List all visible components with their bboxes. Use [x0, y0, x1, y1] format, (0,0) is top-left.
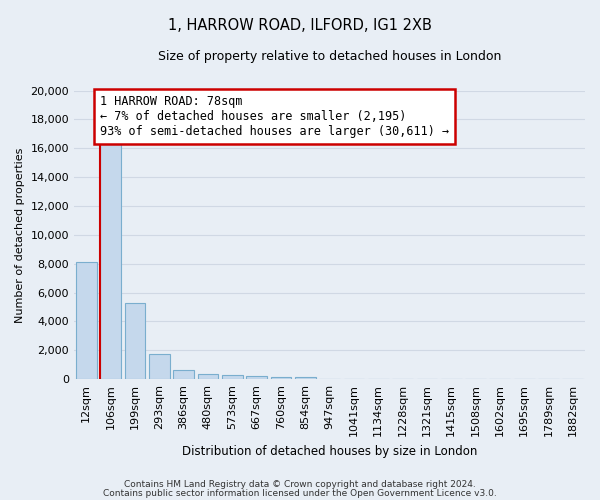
Bar — [222, 376, 242, 379]
Text: Contains HM Land Registry data © Crown copyright and database right 2024.: Contains HM Land Registry data © Crown c… — [124, 480, 476, 489]
Bar — [100, 141, 121, 379]
Bar — [173, 370, 194, 379]
Bar — [125, 302, 145, 379]
Text: 1, HARROW ROAD, ILFORD, IG1 2XB: 1, HARROW ROAD, ILFORD, IG1 2XB — [168, 18, 432, 32]
X-axis label: Distribution of detached houses by size in London: Distribution of detached houses by size … — [182, 444, 477, 458]
Bar — [246, 376, 267, 379]
Y-axis label: Number of detached properties: Number of detached properties — [15, 147, 25, 322]
Bar — [295, 377, 316, 379]
Text: Contains public sector information licensed under the Open Government Licence v3: Contains public sector information licen… — [103, 488, 497, 498]
Bar — [271, 376, 291, 379]
Title: Size of property relative to detached houses in London: Size of property relative to detached ho… — [158, 50, 501, 63]
Bar — [76, 262, 97, 379]
Bar — [197, 374, 218, 379]
Text: 1 HARROW ROAD: 78sqm
← 7% of detached houses are smaller (2,195)
93% of semi-det: 1 HARROW ROAD: 78sqm ← 7% of detached ho… — [100, 95, 449, 138]
Bar — [149, 354, 170, 379]
